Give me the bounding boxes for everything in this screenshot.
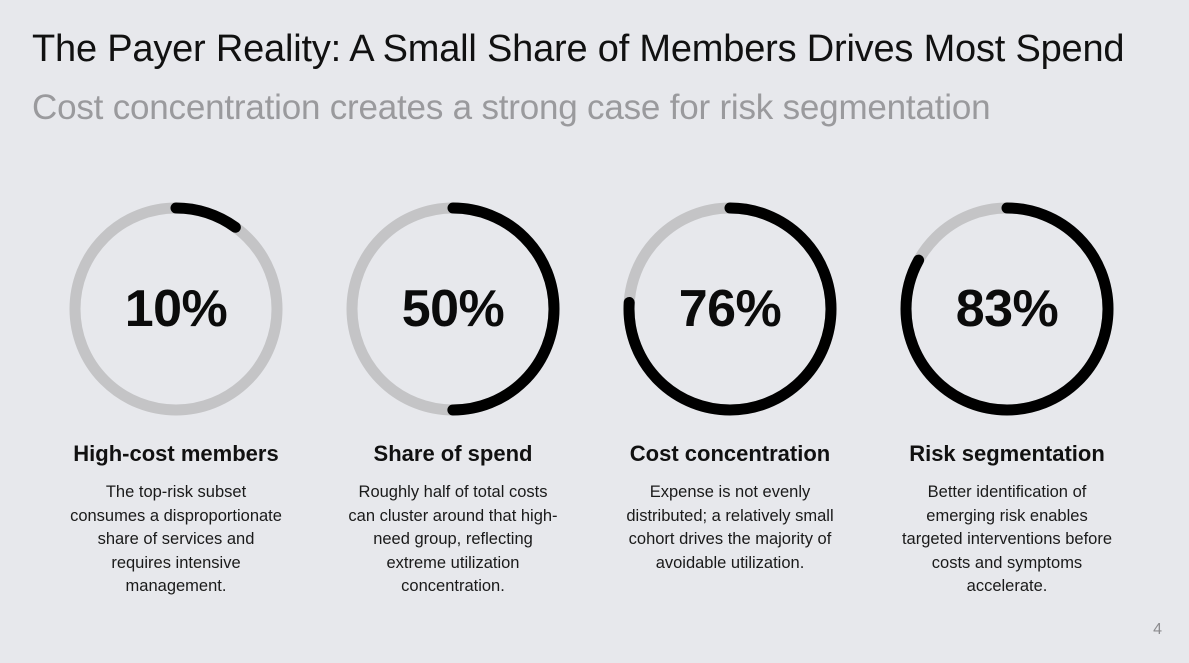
- percent-value: 76%: [678, 280, 782, 338]
- stat-label: Share of spend: [373, 441, 533, 466]
- ring-fill: [623, 202, 837, 416]
- stat-label: High-cost members: [73, 441, 279, 466]
- stat-description: Better identification of emerging risk e…: [901, 483, 1113, 595]
- progress-ring: 50%: [342, 198, 564, 420]
- stat-card-cost-concentration: 76% Cost concentration Expense is not ev…: [592, 198, 868, 608]
- progress-ring-svg: [69, 202, 283, 416]
- ring-fill: [69, 202, 283, 416]
- stat-card-risk-segmentation: 83% Risk segmentation Better identificat…: [869, 198, 1145, 608]
- slide-subtitle: Cost concentration creates a strong case…: [32, 88, 991, 127]
- stat-description: The top-risk subset consumes a dispropor…: [70, 483, 282, 595]
- stat-description: Expense is not evenly distributed; a rel…: [626, 483, 834, 572]
- stat-description: Roughly half of total costs can cluster …: [348, 483, 558, 595]
- progress-ring-svg: [900, 202, 1114, 416]
- stat-card-share-of-spend: 50% Share of spend Roughly half of total…: [315, 198, 591, 608]
- ring-fill: [346, 202, 560, 416]
- ring-fill: [900, 202, 1114, 416]
- page-number: 4: [1153, 621, 1162, 638]
- percent-value: 50%: [401, 280, 505, 338]
- progress-ring: 10%: [65, 198, 287, 420]
- percent-value: 10%: [124, 280, 228, 338]
- stat-label: Cost concentration: [629, 441, 831, 466]
- progress-ring-svg: [346, 202, 560, 416]
- stat-card-high-cost-members: 10% High-cost members The top-risk subse…: [38, 198, 314, 608]
- progress-ring-svg: [623, 202, 837, 416]
- progress-ring: 83%: [896, 198, 1118, 420]
- stat-label: Risk segmentation: [909, 441, 1105, 466]
- percent-value: 83%: [955, 280, 1059, 338]
- progress-ring: 76%: [619, 198, 841, 420]
- slide-title: The Payer Reality: A Small Share of Memb…: [32, 28, 1125, 70]
